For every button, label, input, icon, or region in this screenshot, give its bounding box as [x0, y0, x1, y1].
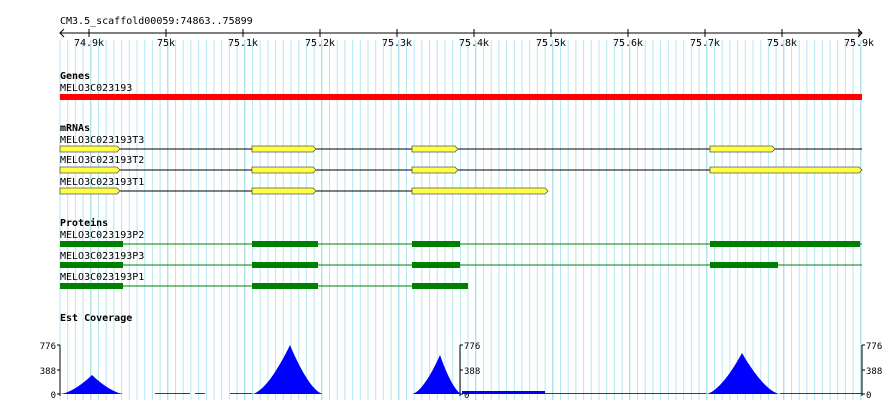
gene-label: MELO3C023193	[60, 83, 132, 94]
genes-track-title: Genes	[60, 71, 90, 82]
mrna-label-t2: MELO3C023193T2	[60, 155, 144, 166]
coverage-low-segment	[462, 391, 545, 394]
coverage-peak	[60, 375, 124, 394]
mrna-exon[interactable]	[59, 145, 121, 153]
coordinate-ruler[interactable]: 74.9k 75k 75.1k 75.2k 75.3k 75.4k 75.5k 75.6k 75…	[59, 28, 874, 49]
ruler-tick-label: 75.2k	[305, 38, 335, 49]
protein-block[interactable]	[412, 262, 460, 268]
mrna-exon[interactable]	[411, 166, 459, 174]
protein-label-p2: MELO3C023193P2	[60, 230, 144, 241]
protein-block[interactable]	[60, 262, 123, 268]
coverage-scale-label: 0	[866, 391, 871, 400]
coverage-peak	[706, 353, 780, 394]
ruler-tick-label: 75k	[157, 38, 175, 49]
ruler-tick-label: 75.3k	[382, 38, 412, 49]
protein-block[interactable]	[60, 241, 123, 247]
mrna-exon[interactable]	[251, 145, 317, 153]
ruler-tick-label: 75.8k	[767, 38, 797, 49]
est-track-title: Est Coverage	[60, 313, 132, 324]
proteins-track: Proteins MELO3C023193P2 MELO3C023193P3 M…	[60, 217, 862, 289]
coverage-scale-label: 388	[40, 367, 56, 377]
coverage-scale-label: 0	[464, 391, 469, 400]
mrna-exon[interactable]	[709, 145, 776, 153]
coverage-low-segment	[195, 393, 205, 394]
est-coverage-track: Est Coverage 776 388 0 776 388 0 776 388 0	[40, 313, 883, 401]
ruler-tick-label: 74.9k	[74, 38, 104, 49]
mrna-exon[interactable]	[59, 166, 121, 174]
mrnas-track-title: mRNAs	[60, 123, 90, 134]
ruler-tick-label: 75.9k	[844, 38, 874, 49]
protein-block[interactable]	[412, 241, 460, 247]
coverage-scale-label: 388	[464, 367, 480, 377]
ruler-tick-label: 75.1k	[228, 38, 258, 49]
protein-block[interactable]	[710, 262, 778, 268]
ruler-tick-label: 75.5k	[536, 38, 566, 49]
region-label: CM3.5_scaffold00059:74863..75899	[60, 16, 253, 27]
mrna-exon[interactable]	[411, 187, 549, 195]
coverage-peak	[252, 345, 323, 394]
mrna-exon[interactable]	[411, 145, 459, 153]
mrna-exon[interactable]	[251, 166, 317, 174]
coverage-low-segment	[780, 393, 862, 394]
mrna-exon[interactable]	[709, 166, 863, 174]
coverage-low-segment	[230, 393, 252, 394]
coverage-low-segment	[600, 393, 706, 394]
mrna-label-t1: MELO3C023193T1	[60, 177, 144, 188]
gene-bar[interactable]	[60, 94, 862, 100]
coverage-plot[interactable]	[60, 345, 862, 394]
proteins-track-title: Proteins	[60, 217, 108, 229]
coverage-scale-label: 776	[40, 342, 56, 352]
mrna-label-t3: MELO3C023193T3	[60, 135, 144, 146]
protein-block[interactable]	[412, 283, 468, 289]
coverage-low-segment	[545, 393, 600, 394]
coverage-low-segment	[155, 393, 190, 394]
protein-label-p1: MELO3C023193P1	[60, 272, 144, 283]
coverage-scale-label: 0	[51, 391, 56, 400]
protein-block[interactable]	[252, 262, 318, 268]
protein-block[interactable]	[710, 241, 860, 247]
protein-block[interactable]	[252, 241, 318, 247]
mrna-exon[interactable]	[59, 187, 121, 195]
coverage-peak	[412, 355, 462, 394]
ruler-tick-label: 75.6k	[613, 38, 643, 49]
protein-label-p3: MELO3C023193P3	[60, 251, 144, 262]
genes-track: Genes MELO3C023193	[60, 71, 862, 100]
coverage-scale-label: 388	[866, 367, 882, 377]
mrna-exon[interactable]	[251, 187, 317, 195]
protein-block[interactable]	[252, 283, 318, 289]
coverage-scale-label: 776	[464, 342, 480, 352]
ruler-tick-label: 75.7k	[690, 38, 720, 49]
ruler-tick-label: 75.4k	[459, 38, 489, 49]
coverage-scale-label: 776	[866, 342, 882, 352]
mrnas-track: mRNAs MELO3C023193T3 MELO3C023193T2 MELO…	[59, 123, 863, 195]
protein-block[interactable]	[60, 283, 123, 289]
